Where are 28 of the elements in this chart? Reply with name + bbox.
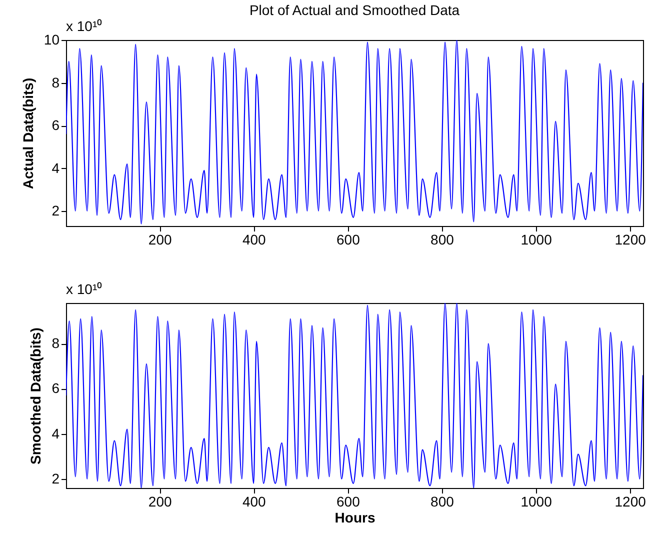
y-tick-label: 2 xyxy=(52,470,60,486)
y-tick-label: 8 xyxy=(52,335,60,352)
x-tick-label: 1200 xyxy=(614,494,646,510)
x-axis-title: Hours xyxy=(334,510,376,526)
x-tick-label: 200 xyxy=(148,232,172,248)
y-tick-label: 2 xyxy=(52,202,60,219)
y-tick-label: 4 xyxy=(52,425,60,442)
y-tick-label: 4 xyxy=(52,160,60,176)
y-tick-label: 8 xyxy=(52,74,60,90)
x-tick-label: 800 xyxy=(430,494,454,510)
x-tick-label: 400 xyxy=(242,494,266,510)
text: x 10¹⁰ xyxy=(66,18,102,34)
x-tick-label: 1000 xyxy=(520,494,552,510)
x-tick-label: 600 xyxy=(336,494,360,510)
y-tick-label: 10 xyxy=(44,32,60,48)
text: x 10¹⁰ xyxy=(66,281,102,297)
line-series xyxy=(66,40,643,224)
y-axis-title: Actual Data(bits) xyxy=(20,78,36,190)
x-tick-label: 200 xyxy=(148,494,172,510)
y-tick-label: 6 xyxy=(52,380,60,396)
x-tick-label: 600 xyxy=(336,232,360,248)
x-tick-label: 1200 xyxy=(614,232,646,248)
x-tick-label: 1000 xyxy=(520,232,552,248)
y-axis-title: Smoothed Data(bits) xyxy=(28,328,44,464)
chart-title: Plot of Actual and Smoothed Data xyxy=(249,2,460,18)
x-tick-label: 800 xyxy=(430,232,454,248)
x-tick-label: 400 xyxy=(242,232,266,248)
y-tick-label: 6 xyxy=(52,117,60,134)
